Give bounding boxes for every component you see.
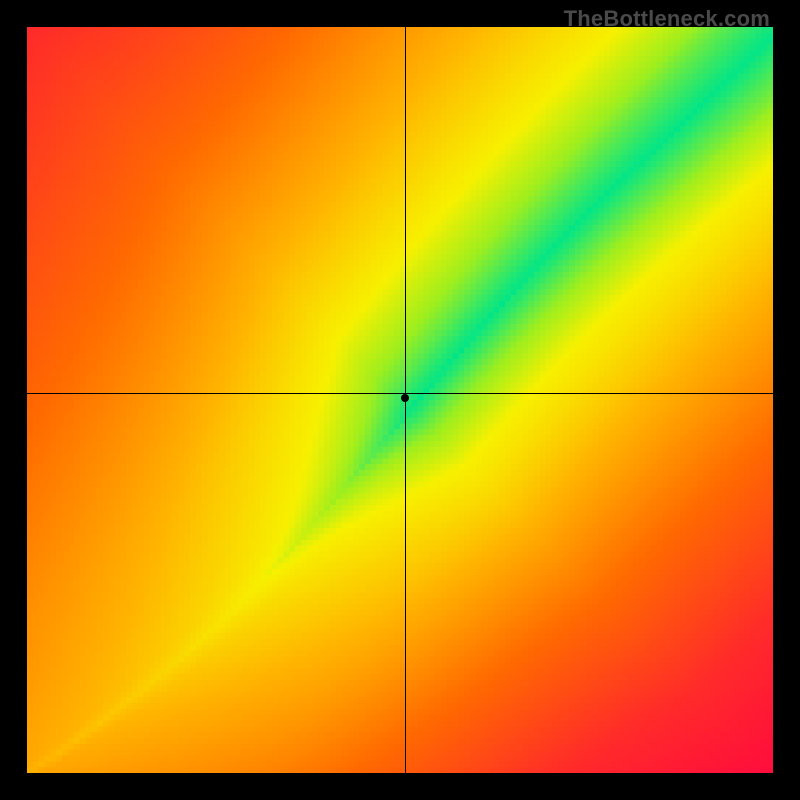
selection-dot — [401, 394, 409, 402]
watermark-text: TheBottleneck.com — [564, 6, 770, 32]
chart-frame: TheBottleneck.com — [0, 0, 800, 800]
crosshair-horizontal — [27, 393, 773, 394]
bottleneck-heatmap — [27, 27, 773, 773]
